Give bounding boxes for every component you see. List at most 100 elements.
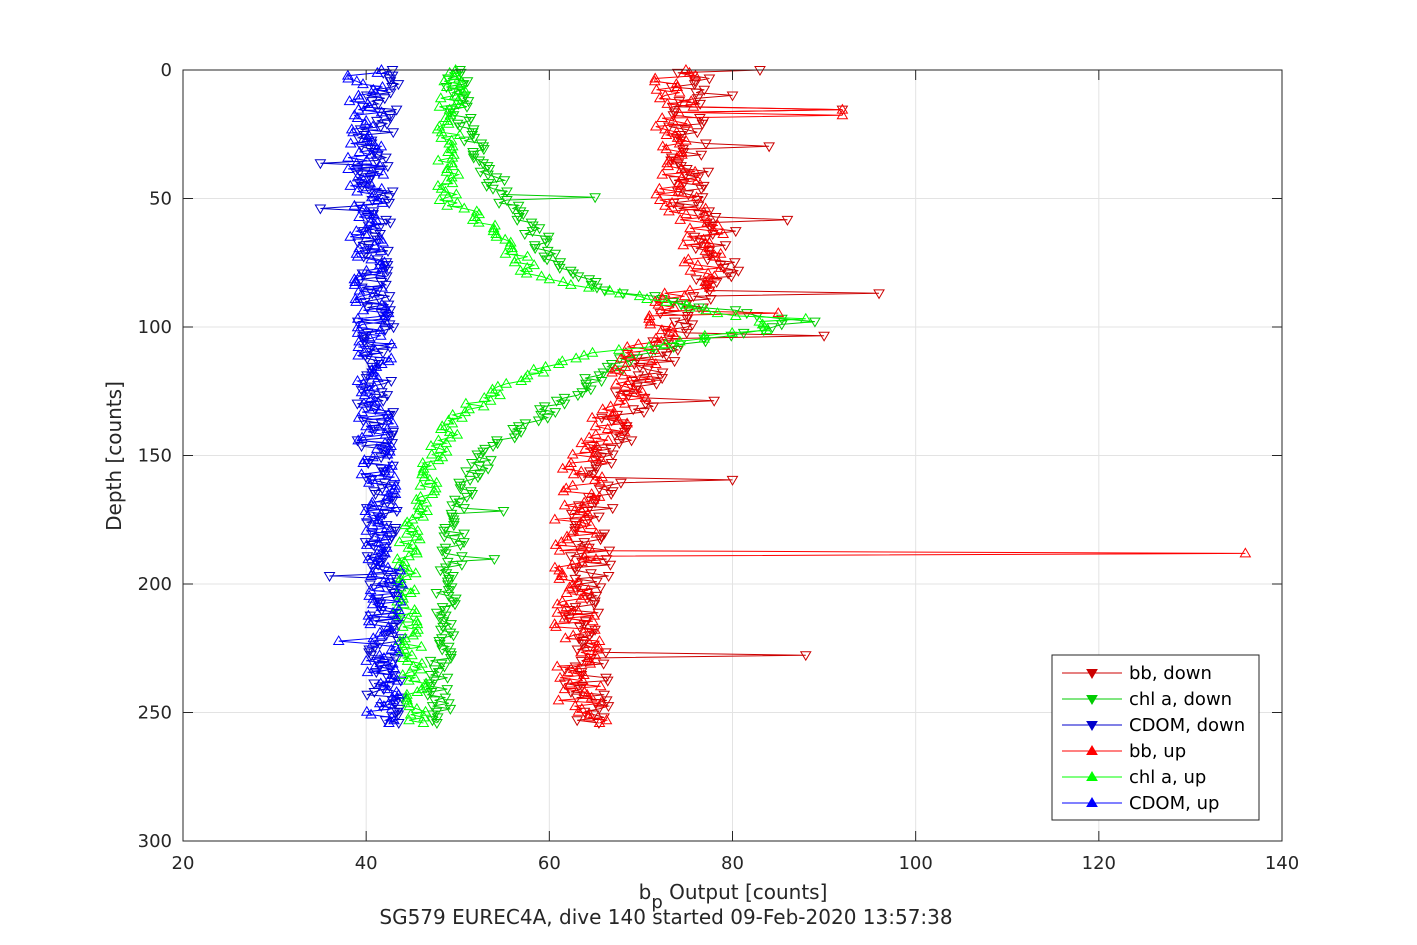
data-point <box>617 369 630 380</box>
data-point <box>729 309 742 320</box>
data-point <box>567 269 579 280</box>
data-point <box>381 162 394 173</box>
data-point <box>453 129 466 140</box>
data-point <box>376 80 389 91</box>
data-point <box>379 315 392 326</box>
data-point <box>435 182 448 193</box>
data-point <box>416 468 428 479</box>
data-point <box>692 210 705 221</box>
data-point <box>598 690 611 701</box>
chart-caption: SG579 EUREC4A, dive 140 started 09-Feb-2… <box>379 905 952 929</box>
data-point <box>477 447 490 458</box>
data-point <box>450 188 463 199</box>
data-point <box>560 601 573 612</box>
data-point <box>694 99 707 110</box>
data-point <box>347 126 359 137</box>
data-point <box>332 635 345 646</box>
data-point <box>397 652 409 663</box>
data-point <box>628 383 641 394</box>
data-point <box>466 128 479 139</box>
data-point <box>361 354 374 365</box>
data-point <box>373 581 386 592</box>
data-point <box>589 597 601 608</box>
data-point <box>397 592 409 603</box>
data-point <box>671 345 684 356</box>
data-point <box>360 654 373 665</box>
data-point <box>342 72 355 83</box>
data-point <box>495 190 508 201</box>
data-point <box>385 376 398 387</box>
data-point <box>369 490 382 501</box>
data-point <box>553 544 566 555</box>
data-point <box>374 229 387 240</box>
data-point <box>400 527 413 538</box>
data-point <box>428 665 441 676</box>
data-point <box>375 601 388 612</box>
data-point <box>441 162 454 173</box>
data-point <box>483 164 496 175</box>
data-point <box>448 89 461 100</box>
data-point <box>444 648 457 659</box>
data-point <box>775 320 788 331</box>
data-point <box>474 167 487 178</box>
data-point <box>605 416 618 427</box>
data-point <box>446 88 459 99</box>
data-point <box>444 431 457 442</box>
data-point <box>584 519 597 530</box>
data-point <box>383 193 396 204</box>
y-axis-label: Depth [counts] <box>102 381 126 531</box>
data-point <box>403 700 416 711</box>
x-axis-label: bp Output [counts] <box>639 880 828 913</box>
data-point <box>444 109 457 120</box>
data-point <box>577 626 590 637</box>
data-point <box>438 662 451 673</box>
series-cdom-up <box>332 64 409 728</box>
data-point <box>605 458 618 469</box>
data-point <box>378 700 390 711</box>
data-point <box>565 278 577 289</box>
data-point <box>600 714 613 725</box>
data-point <box>417 717 430 728</box>
data-point <box>604 560 617 571</box>
data-point <box>440 445 453 456</box>
data-point <box>772 307 785 318</box>
data-point <box>351 374 364 385</box>
data-point <box>439 185 452 196</box>
data-point <box>366 496 379 507</box>
data-point <box>675 300 688 311</box>
data-point <box>488 555 501 566</box>
data-point <box>477 400 490 411</box>
data-point <box>583 467 596 478</box>
data-point <box>561 533 574 544</box>
legend-marker <box>1086 771 1098 781</box>
data-point <box>487 225 500 236</box>
data-point <box>373 259 386 270</box>
data-point <box>360 538 373 549</box>
data-point <box>381 391 394 402</box>
data-point <box>491 380 504 391</box>
data-point <box>593 484 606 495</box>
data-point <box>443 103 456 114</box>
data-point <box>390 526 402 537</box>
data-point <box>582 711 595 722</box>
data-point <box>439 563 452 574</box>
data-point <box>707 225 720 236</box>
data-point <box>652 298 665 309</box>
data-point <box>375 358 388 369</box>
data-point <box>575 437 588 448</box>
data-point <box>675 145 688 156</box>
data-point <box>579 374 591 385</box>
data-point <box>467 150 480 161</box>
data-point <box>628 360 641 370</box>
data-point <box>404 587 417 597</box>
data-point <box>352 434 365 445</box>
data-point <box>458 538 470 549</box>
data-point <box>700 304 712 315</box>
data-point <box>351 321 364 332</box>
data-point <box>365 499 378 510</box>
data-point <box>593 717 606 728</box>
data-point <box>799 651 812 662</box>
data-point <box>573 622 586 633</box>
data-point <box>380 215 392 226</box>
data-point <box>378 94 391 105</box>
